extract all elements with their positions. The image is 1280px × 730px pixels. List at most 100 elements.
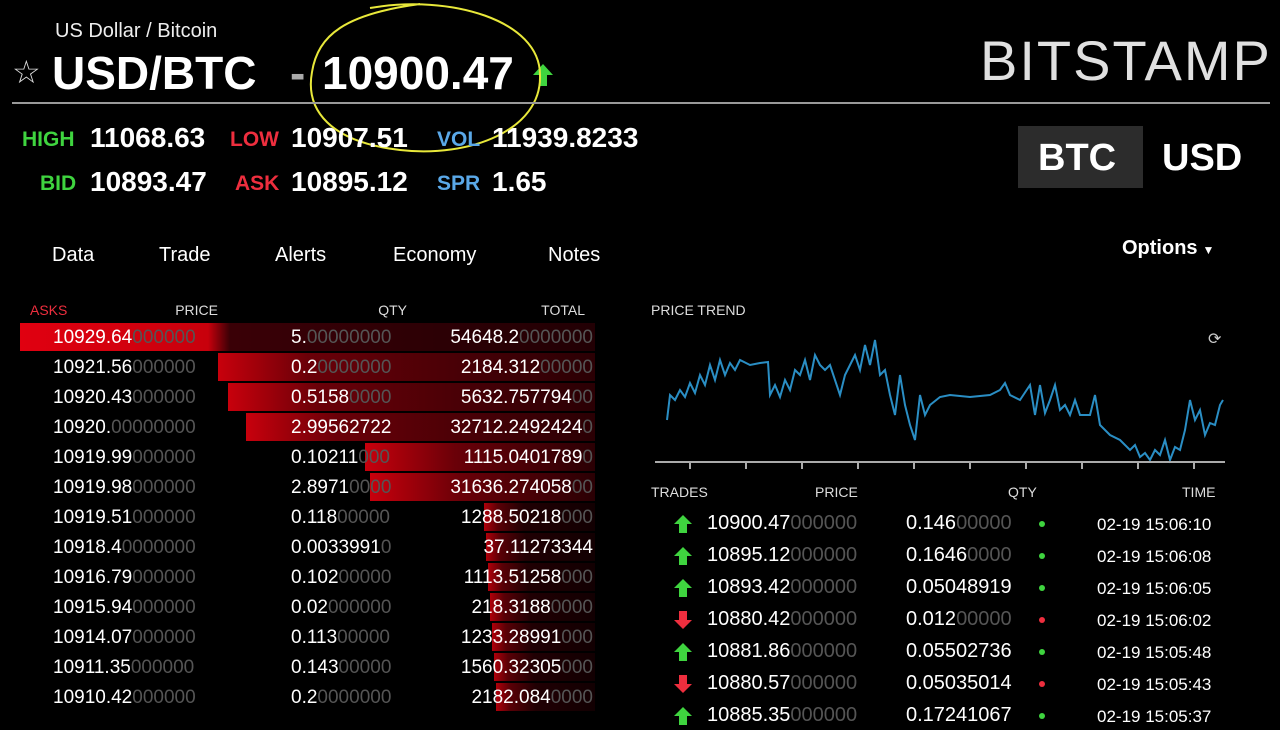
significant-digits: 10880.57: [707, 672, 791, 694]
significant-digits: 0.5158: [291, 387, 350, 408]
ask-total: 1115.04017890: [464, 448, 593, 467]
significant-digits: 1288.50218: [460, 507, 562, 528]
significant-digits: 0.1646: [906, 544, 968, 566]
trade-price: 10880.42000000: [707, 609, 857, 629]
significant-digits: 32712.2492424: [450, 417, 583, 438]
currency-btc[interactable]: BTC: [1038, 137, 1117, 179]
significant-digits: 2.8971: [291, 477, 350, 498]
arrow-icon: [674, 675, 692, 693]
trades-header: PRICE: [815, 484, 858, 500]
book-header: PRICE: [175, 302, 218, 318]
ask-total: 2182.0840000: [471, 688, 593, 707]
tab[interactable]: Economy: [393, 244, 477, 266]
significant-digits: 10914.07: [53, 627, 133, 648]
ask-qty: 0.14300000: [291, 658, 391, 677]
trade-qty: 0.14600000: [906, 513, 1012, 533]
significant-digits: 10919.98: [53, 477, 133, 498]
stat-label: ASK: [235, 172, 280, 195]
ask-qty: 5.00000000: [291, 328, 391, 347]
arrow-up: [673, 514, 693, 534]
significant-digits: 0.02: [291, 597, 328, 618]
trade-time: 02-19 15:06:08: [1097, 547, 1212, 566]
significant-digits: 10916.79: [53, 567, 133, 588]
trailing-zeros: 0000: [550, 687, 593, 708]
ask-qty: 0.20000000: [291, 358, 391, 377]
ask-total: 218.31880000: [471, 598, 593, 617]
significant-digits: 1115.0401789: [463, 447, 583, 468]
refresh-icon[interactable]: ⟳: [1208, 331, 1222, 348]
ask-qty: 0.02000000: [291, 598, 391, 617]
ask-qty: 0.20000000: [291, 688, 391, 707]
trailing-zeros: 0000000: [121, 537, 196, 558]
trailing-zeros: 0000: [967, 544, 1012, 566]
currency-usd[interactable]: USD: [1162, 137, 1243, 179]
significant-digits: 10915.94: [53, 597, 133, 618]
ask-total: 32712.24924240: [450, 418, 593, 437]
trailing-zeros: 000000: [132, 567, 196, 588]
trailing-zeros: 0: [380, 537, 392, 558]
trailing-zeros: 000000: [790, 704, 858, 726]
book-header: QTY: [378, 302, 407, 318]
trade-price: 10885.35000000: [707, 705, 857, 725]
trailing-zeros: 00000: [337, 627, 390, 648]
divider: [12, 102, 1270, 104]
trailing-zeros: 000000: [790, 640, 858, 662]
trailing-zeros: 000: [561, 507, 593, 528]
significant-digits: 5632.757794: [460, 387, 572, 408]
trailing-zeros: 000000: [132, 627, 196, 648]
stat-value: 10907.51: [291, 122, 408, 153]
ask-total: 1113.51258000: [464, 568, 593, 587]
currency-button-active[interactable]: [1018, 126, 1143, 188]
arrow-down: [673, 674, 693, 694]
stat-label: LOW: [230, 128, 279, 151]
ask-qty: 2.99562722: [291, 417, 392, 438]
trailing-zeros: 000000: [132, 447, 196, 468]
trade-time: 02-19 15:05:37: [1097, 707, 1212, 726]
significant-digits: 0.143: [291, 657, 339, 678]
ask-qty: 0.11300000: [291, 628, 390, 647]
trade-qty: 0.17241067: [906, 704, 1012, 726]
trailing-zeros: 0000000: [317, 687, 392, 708]
favorite-star[interactable]: ☆: [12, 54, 41, 90]
trailing-zeros: 00000000: [111, 417, 196, 438]
depth-bar: [494, 653, 595, 681]
ask-qty: 0.10211000: [291, 448, 390, 467]
ask-total: 1288.50218000: [461, 508, 593, 527]
arrow-icon: [674, 515, 692, 533]
trailing-zeros: 00000: [337, 507, 390, 528]
tab[interactable]: Data: [52, 244, 95, 266]
trade-qty: 0.16460000: [906, 545, 1012, 565]
arrow-up: [673, 706, 693, 726]
trailing-zeros: 000000: [790, 512, 858, 534]
tab[interactable]: Notes: [548, 244, 601, 266]
trade-price: 10900.47000000: [707, 513, 857, 533]
ask-price: 10914.07000000: [53, 628, 196, 647]
significant-digits: 10910.42: [53, 687, 133, 708]
depth-bar: [20, 323, 595, 351]
significant-digits: 10918.4: [53, 537, 122, 558]
stat-label: VOL: [437, 128, 481, 151]
options-label[interactable]: Options: [1122, 237, 1198, 259]
significant-digits: 0.2: [291, 357, 318, 378]
ask-qty: 0.51580000: [291, 388, 391, 407]
depth-bar: [492, 623, 595, 651]
trailing-zeros: 000: [561, 627, 593, 648]
significant-digits: 10885.35: [707, 704, 791, 726]
significant-digits: 1113.51258: [463, 567, 562, 588]
ask-total: 54648.20000000: [450, 328, 593, 347]
subtitle: US Dollar / Bitcoin: [55, 20, 218, 42]
significant-digits: 2182.084: [471, 687, 551, 708]
price-up-arrow: [533, 64, 553, 86]
significant-digits: 1560.32305: [460, 657, 562, 678]
tab[interactable]: Trade: [159, 244, 211, 266]
options-menu[interactable]: Options ▼: [1122, 238, 1214, 258]
ask-price: 10921.56000000: [53, 358, 196, 377]
significant-digits: 10900.47: [707, 512, 791, 534]
tab[interactable]: Alerts: [275, 244, 327, 266]
ask-price: 10919.51000000: [53, 508, 196, 527]
trade-time: 02-19 15:05:48: [1097, 643, 1212, 662]
trailing-zeros: 000000: [327, 597, 392, 618]
trailing-zeros: 0: [582, 417, 593, 438]
trend-chart: [655, 339, 1225, 469]
trade-dot: [1039, 681, 1045, 687]
